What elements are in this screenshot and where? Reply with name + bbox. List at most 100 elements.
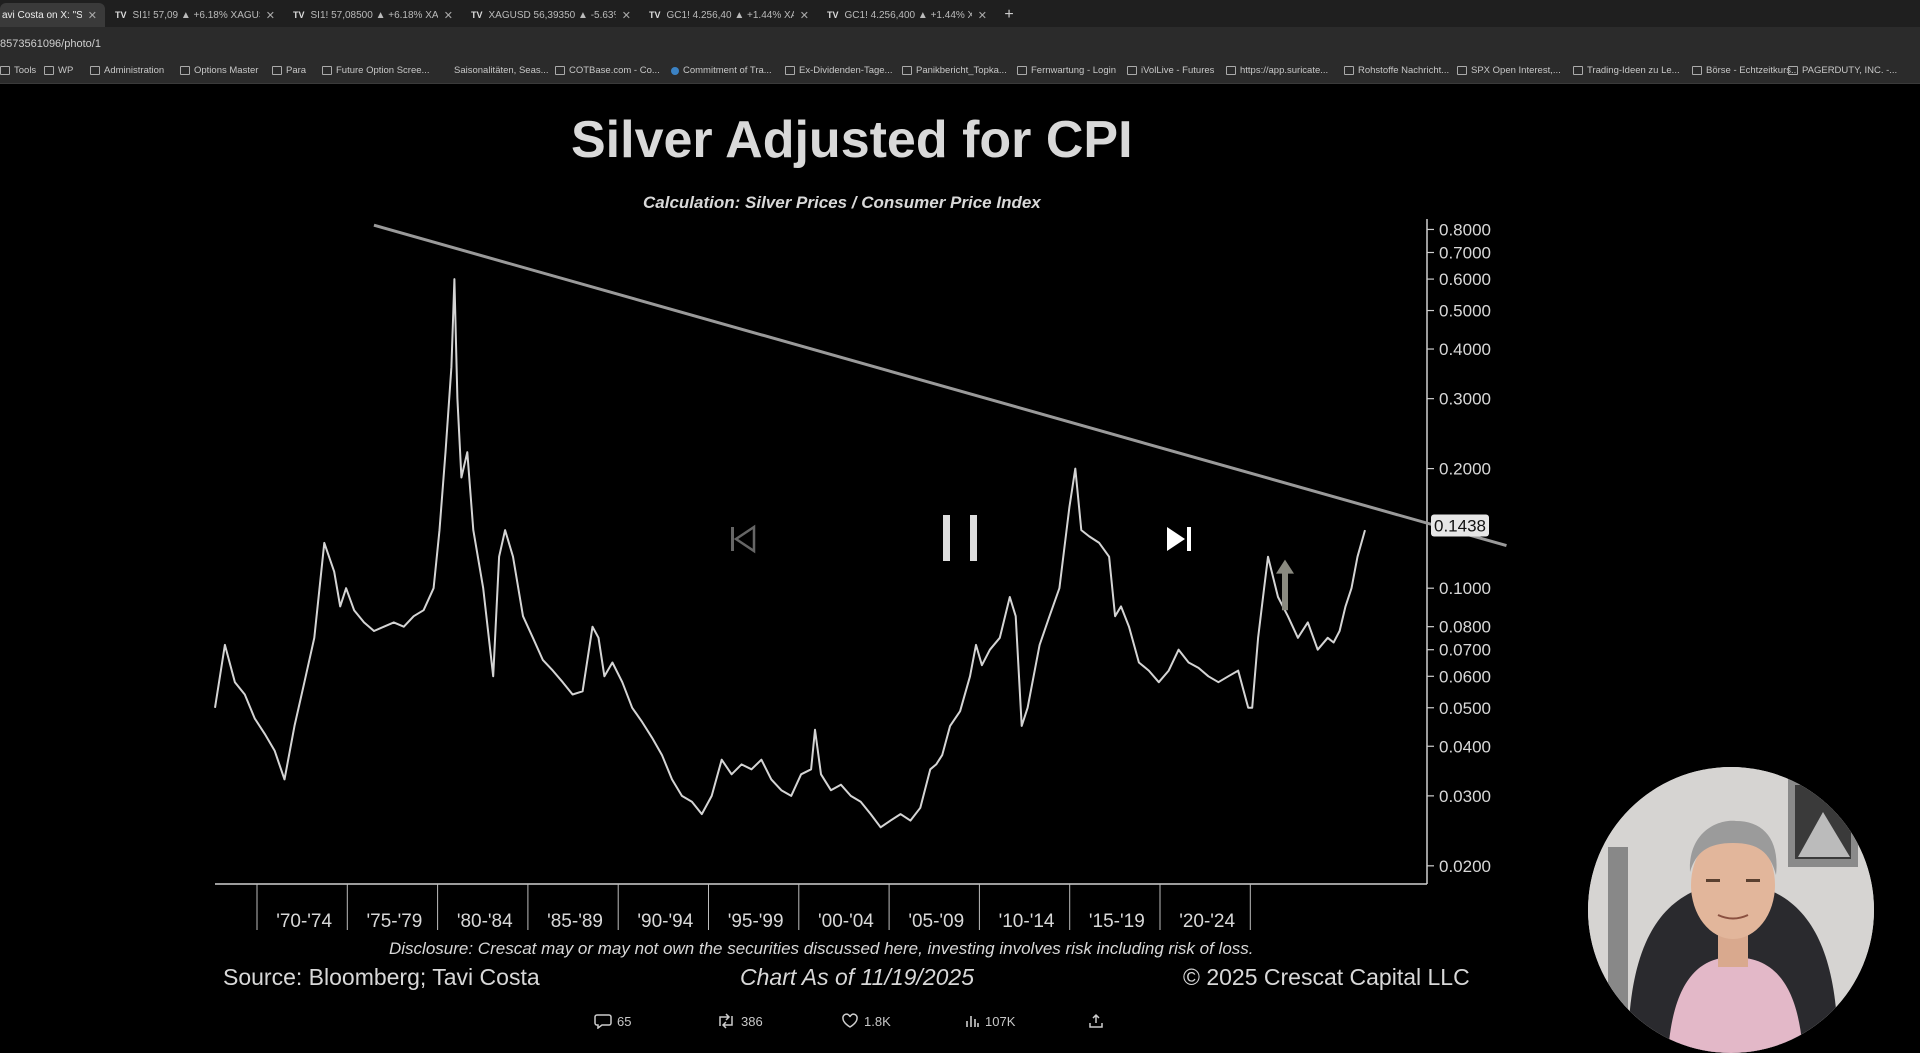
bookmark-2[interactable]: Administration xyxy=(90,65,164,76)
next-button[interactable] xyxy=(1164,524,1194,554)
tab-5[interactable]: TV GC1! 4.256,400 ▲ +1.44% XAU ✕ xyxy=(817,3,995,27)
x-tick-label: '10-'14 xyxy=(999,911,1055,932)
tab-3[interactable]: TV XAGUSD 56,39350 ▲ -5.63% X ✕ xyxy=(461,3,639,27)
x-tick-label: '70-'74 xyxy=(276,911,332,932)
y-tick-label: 0.5000 xyxy=(1439,302,1491,321)
x-tick-label: '15-'19 xyxy=(1089,911,1145,932)
close-icon[interactable]: ✕ xyxy=(87,9,97,22)
folder-icon xyxy=(90,66,100,75)
x-tick-label: '75-'79 xyxy=(367,911,423,932)
bookmark-11[interactable]: Fernwartung - Login xyxy=(1017,65,1116,76)
globe-icon xyxy=(671,66,679,75)
bookmark-12[interactable]: iVolLive - Futures xyxy=(1127,65,1214,76)
webcam-overlay xyxy=(1588,767,1874,1053)
bookmark-9[interactable]: Ex-Dividenden-Tage... xyxy=(785,65,892,76)
y-tick-label: 0.0300 xyxy=(1439,787,1491,806)
x-tick-label: '85-'89 xyxy=(547,911,603,932)
site-icon xyxy=(1344,66,1354,75)
site-icon xyxy=(322,66,332,75)
heart-icon xyxy=(842,1013,858,1028)
chart-subtitle: Calculation: Silver Prices / Consumer Pr… xyxy=(643,193,1041,212)
next-icon xyxy=(1167,527,1191,551)
x-tick-label: '95-'99 xyxy=(728,911,784,932)
tradingview-icon: TV xyxy=(293,10,305,20)
share-icon xyxy=(1089,1013,1103,1028)
silver-cpi-series-line xyxy=(214,278,1366,829)
views-button[interactable]: 107K xyxy=(964,1013,1015,1029)
bookmark-17[interactable]: Börse - Echtzeitkurs... xyxy=(1692,65,1799,76)
x-tick-label: '20-'24 xyxy=(1179,911,1235,932)
share-button[interactable] xyxy=(1088,1013,1104,1029)
bookmark-4[interactable]: Para xyxy=(272,65,306,76)
bookmark-1[interactable]: WP xyxy=(44,65,73,76)
site-icon xyxy=(1788,66,1798,75)
tab-0[interactable]: avi Costa on X: "Si ✕ xyxy=(0,3,105,27)
bookmark-label: Ex-Dividenden-Tage... xyxy=(799,65,893,76)
close-icon[interactable]: ✕ xyxy=(443,9,453,22)
bookmark-label: Rohstoffe Nachricht... xyxy=(1358,65,1450,76)
views-count: 107K xyxy=(985,1013,1016,1029)
site-icon xyxy=(1226,66,1236,75)
bookmark-13[interactable]: https://app.suricate... xyxy=(1226,65,1328,76)
repost-count: 386 xyxy=(741,1013,763,1029)
bookmark-8[interactable]: Commitment of Tra... xyxy=(671,65,772,76)
tradingview-icon: TV xyxy=(649,10,661,20)
bookmark-14[interactable]: Rohstoffe Nachricht... xyxy=(1344,65,1449,76)
bookmark-15[interactable]: SPX Open Interest,... xyxy=(1457,65,1561,76)
bookmark-18[interactable]: PAGERDUTY, INC. -... xyxy=(1788,65,1897,76)
repost-button[interactable]: 386 xyxy=(716,1013,763,1029)
bookmark-label: Administration xyxy=(104,65,165,76)
y-tick-label: 0.0500 xyxy=(1439,699,1491,718)
bookmark-label: Börse - Echtzeitkurs... xyxy=(1706,65,1799,76)
x-tick-label: '80-'84 xyxy=(457,911,513,932)
bookmark-label: Para xyxy=(286,65,307,76)
x-tick-label: '05-'09 xyxy=(908,911,964,932)
bookmark-label: Future Option Scree... xyxy=(336,65,430,76)
bookmark-label: PAGERDUTY, INC. -... xyxy=(1802,65,1898,76)
pause-button[interactable] xyxy=(940,513,980,563)
y-tick-label: 0.0600 xyxy=(1439,667,1491,686)
new-tab-button[interactable]: + xyxy=(1004,6,1014,23)
like-count: 1.8K xyxy=(864,1013,891,1029)
tradingview-icon: TV xyxy=(827,10,839,20)
views-icon xyxy=(966,1016,979,1027)
bookmark-10[interactable]: Panikbericht_Topka... xyxy=(902,65,1007,76)
bookmark-3[interactable]: Options Master xyxy=(180,65,258,76)
like-button[interactable]: 1.8K xyxy=(841,1013,891,1029)
bookmark-6[interactable]: Saisonalitäten, Seas... xyxy=(454,65,549,76)
y-tick-label: 0.6000 xyxy=(1439,270,1491,289)
bookmark-label: https://app.suricate... xyxy=(1240,65,1329,76)
y-tick-label: 0.1000 xyxy=(1439,579,1491,598)
folder-icon xyxy=(272,66,282,75)
site-icon xyxy=(785,66,795,75)
tab-title: SI1! 57,09 ▲ +6.18% XAGUSD xyxy=(132,9,260,21)
close-icon[interactable]: ✕ xyxy=(799,9,809,22)
close-icon[interactable]: ✕ xyxy=(265,9,275,22)
bookmark-0[interactable]: Tools xyxy=(0,65,36,76)
bookmark-label: Commitment of Tra... xyxy=(683,65,772,76)
bookmark-label: iVolLive - Futures xyxy=(1141,65,1215,76)
bookmark-16[interactable]: Trading-Ideen zu Le... xyxy=(1573,65,1680,76)
tab-2[interactable]: TV SI1! 57,08500 ▲ +6.18% XAGU ✕ xyxy=(283,3,461,27)
tab-4[interactable]: TV GC1! 4.256,40 ▲ +1.44% XAU ✕ xyxy=(639,3,817,27)
bookmark-label: Saisonalitäten, Seas... xyxy=(454,65,549,76)
y-tick-label: 0.0400 xyxy=(1439,737,1491,756)
bookmark-7[interactable]: COTBase.com - Co... xyxy=(555,65,660,76)
address-bar[interactable]: 8573561096/photo/1 xyxy=(0,27,1920,60)
tab-title: SI1! 57,08500 ▲ +6.18% XAGU xyxy=(310,9,438,21)
y-tick-label: 0.0800 xyxy=(1439,618,1491,637)
reply-button[interactable]: 65 xyxy=(594,1013,631,1029)
site-icon xyxy=(1692,66,1702,75)
bookmark-label: Options Master xyxy=(194,65,259,76)
previous-button[interactable] xyxy=(728,524,758,554)
x-tick-label: '90-'94 xyxy=(637,911,693,932)
y-tick-label: 0.4000 xyxy=(1439,340,1491,359)
tab-title: XAGUSD 56,39350 ▲ -5.63% X xyxy=(488,9,616,21)
tab-title: avi Costa on X: "Si xyxy=(2,9,82,21)
tradingview-icon: TV xyxy=(471,10,483,20)
tab-1[interactable]: TV SI1! 57,09 ▲ +6.18% XAGUSD ✕ xyxy=(105,3,283,27)
tab-title: GC1! 4.256,40 ▲ +1.44% XAU xyxy=(666,9,794,21)
close-icon[interactable]: ✕ xyxy=(977,9,987,22)
bookmark-5[interactable]: Future Option Scree... xyxy=(322,65,429,76)
close-icon[interactable]: ✕ xyxy=(621,9,631,22)
